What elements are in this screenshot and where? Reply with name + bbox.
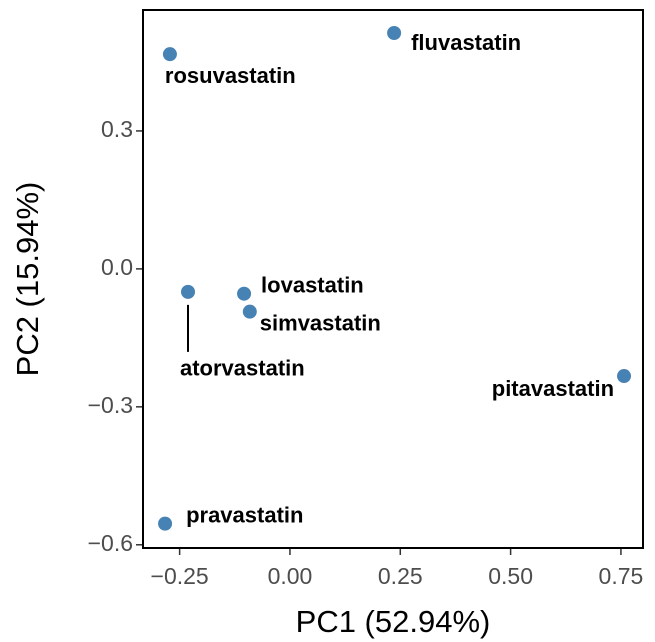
y-axis-title: PC2 (15.94%) — [10, 182, 45, 377]
x-tick-label: 0.50 — [488, 563, 533, 589]
y-tick-label: −0.3 — [88, 392, 133, 418]
point-label: fluvastatin — [411, 30, 521, 55]
point — [242, 304, 257, 319]
point-label: atorvastatin — [180, 356, 305, 381]
point-label: pitavastatin — [492, 376, 614, 401]
point — [617, 369, 632, 384]
point — [158, 516, 173, 531]
point — [387, 25, 402, 40]
x-tick-label: 0.75 — [599, 563, 644, 589]
point-label: lovastatin — [261, 273, 364, 298]
y-tick-label: −0.6 — [88, 530, 133, 556]
plot-panel — [142, 9, 644, 549]
x-tick-label: 0.00 — [268, 563, 313, 589]
x-tick-label: −0.25 — [151, 563, 209, 589]
point-label: pravastatin — [186, 502, 303, 527]
point — [237, 286, 252, 301]
point-label: simvastatin — [260, 310, 381, 335]
x-tick-label: 0.25 — [378, 563, 423, 589]
point — [181, 284, 196, 299]
y-tick-label: 0.3 — [101, 116, 133, 142]
x-axis-title: PC1 (52.94%) — [296, 604, 491, 639]
point-label: rosuvastatin — [165, 63, 296, 88]
point — [162, 47, 177, 62]
y-tick-label: 0.0 — [101, 254, 133, 280]
